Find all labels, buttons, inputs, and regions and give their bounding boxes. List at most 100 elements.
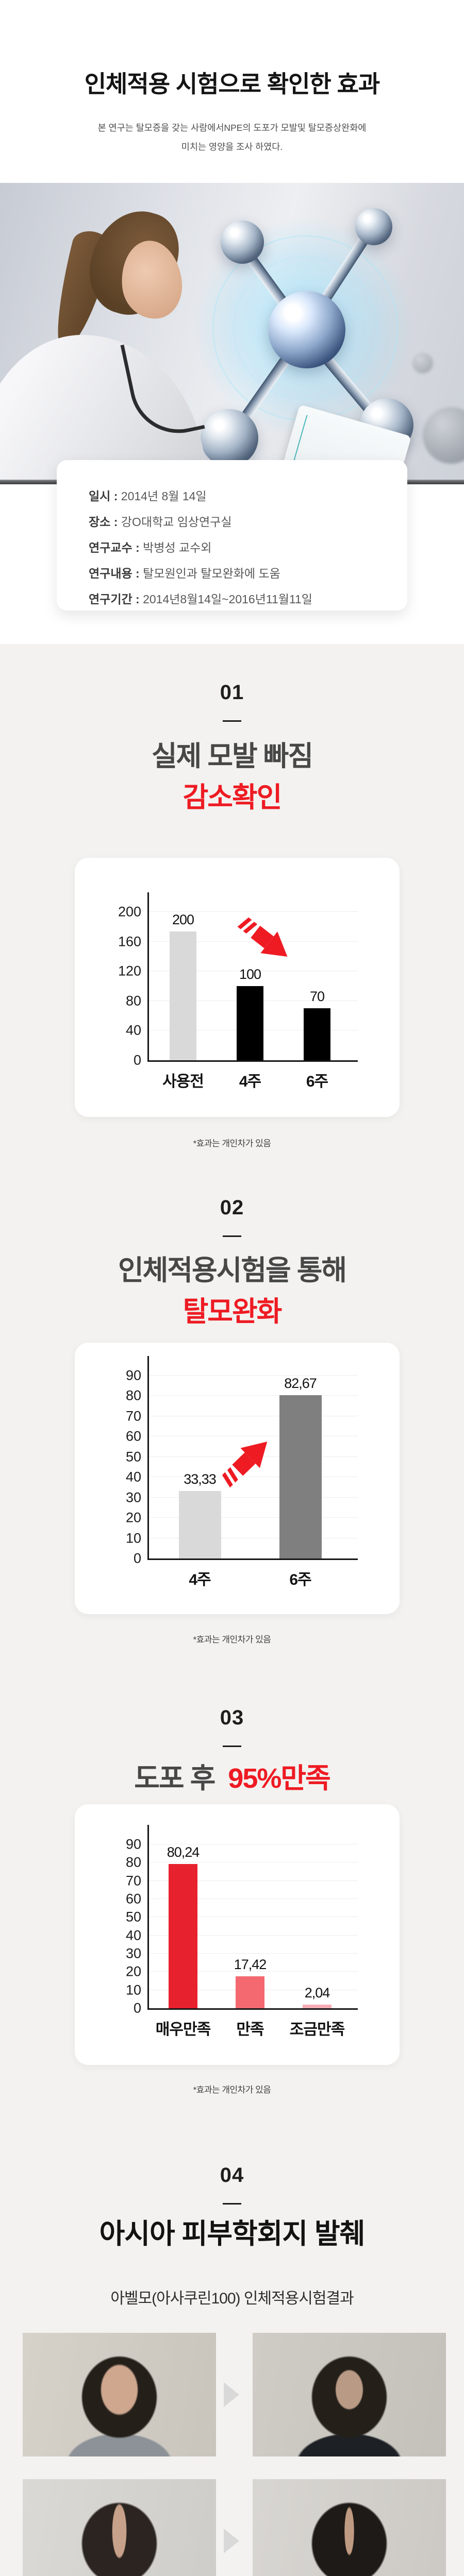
bar-column: 200 (150, 912, 217, 1060)
bar-column: 82,67 (250, 1376, 351, 1558)
y-axis-tick: 30 (125, 1489, 141, 1505)
page-subtitle: 본 연구는 탈모증을 갖는 사람에서NPE의 도포가 모발및 탈모증상완화에 미… (0, 118, 464, 157)
before-photo (23, 2333, 216, 2456)
disclaimer-note: *효과는 개인차가 있음 (193, 2085, 271, 2095)
grid-line (150, 1395, 358, 1396)
bar-6주 (304, 1008, 330, 1060)
section-title-01: 실제 모발 빠짐 감소확인 (151, 741, 313, 813)
y-axis-tick: 0 (133, 1052, 141, 1068)
bar-6주 (279, 1395, 322, 1558)
bar-column: 70 (284, 912, 351, 1060)
section-number-04: 04 (220, 2164, 244, 2187)
grid-line (150, 1497, 358, 1498)
y-axis-tick: 90 (125, 1836, 141, 1852)
y-axis-tick: 90 (125, 1367, 141, 1383)
y-axis-tick: 60 (125, 1891, 141, 1907)
section-title-03: 도포 후 95%만족 (134, 1763, 331, 1794)
before-photo (23, 2479, 216, 2576)
bar-chart-hair-loss-count: 0 40 80 120 160 200 200 100 70 사용전 4주 6주 (118, 892, 358, 1090)
chart-card-02: 0 10 20 30 40 50 60 70 80 90 33,33 82,67 4주 6주 (75, 1343, 400, 1614)
before-after-row-1 (0, 2333, 464, 2456)
bar-value-label: 33,33 (184, 1471, 217, 1487)
y-axis-tick: 70 (125, 1873, 141, 1889)
x-axis-label: 만족 (236, 2021, 264, 2038)
bar-사용전 (170, 931, 196, 1060)
bar-value-label: 200 (172, 912, 194, 927)
section-underline (223, 2203, 241, 2205)
grid-line (150, 1935, 358, 1936)
y-axis-tick: 0 (133, 2000, 141, 2016)
x-axis-label: 6주 (306, 1073, 328, 1090)
bar-조금만족 (303, 2004, 332, 2008)
arrow-right-icon (224, 2382, 239, 2407)
page-title: 인체적용 시험으로 확인한 효과 (84, 70, 380, 97)
bar-만족 (236, 1976, 264, 2008)
bar-4주 (237, 986, 263, 1060)
background-sphere (423, 407, 464, 464)
bar-chart-satisfaction: 0 10 20 30 40 50 60 70 80 90 80,24 17,42 2,04 매우만족 만족 조… (126, 1825, 358, 2038)
y-axis-tick: 10 (125, 1530, 141, 1546)
trend-arrow-up-icon (222, 1442, 268, 1488)
bar-chart-relief-rate: 0 10 20 30 40 50 60 70 80 90 33,33 82,67 4주 6주 (126, 1356, 358, 1588)
bar-column: 17,42 (217, 1844, 284, 2008)
bar-매우만족 (169, 1864, 197, 2008)
x-axis-label: 매우만족 (155, 2021, 211, 2038)
before-after-row-2 (0, 2479, 464, 2576)
page-subtitle-line2: 미치는 영양을 조사 하였다. (181, 141, 283, 152)
grid-line (150, 1880, 358, 1881)
y-axis-tick: 40 (125, 1927, 141, 1943)
x-axis-label: 조금만족 (289, 2021, 345, 2038)
molecule-sphere (221, 221, 264, 264)
grid-line (150, 941, 358, 942)
bars: 200 100 70 (150, 912, 351, 1060)
bar-value-label: 17,42 (234, 1957, 267, 1973)
page-subtitle-line1: 본 연구는 탈모증을 갖는 사람에서NPE의 도포가 모발및 탈모증상완화에 (97, 122, 367, 133)
study-info-row-period: 연구기간 : 2014년8월14일~2016년11월11일 (89, 592, 312, 606)
grid-line (150, 1517, 358, 1518)
y-axis-tick: 80 (125, 993, 141, 1009)
y-axis-tick: 10 (125, 1982, 141, 1998)
y-axis-tick: 20 (125, 1510, 141, 1526)
y-axis-tick: 120 (118, 963, 141, 979)
y-axis-tick: 40 (125, 1469, 141, 1485)
y-axis-tick: 30 (125, 1945, 141, 1961)
x-axis-label: 4주 (189, 1571, 211, 1588)
after-photo (253, 2333, 446, 2456)
arrow-right-icon (224, 2529, 239, 2553)
grid-line (150, 1375, 358, 1376)
section-underline (223, 720, 241, 722)
chart-card-01: 0 40 80 120 160 200 200 100 70 사용전 4주 6주 (75, 858, 400, 1117)
disclaimer-note: *효과는 개인차가 있음 (193, 1635, 271, 1645)
molecule-sphere (201, 409, 258, 467)
y-axis-tick: 80 (125, 1387, 141, 1403)
x-axis-label: 4주 (239, 1073, 261, 1090)
y-axis-tick: 50 (125, 1449, 141, 1465)
grid-line (150, 1953, 358, 1954)
after-photo (253, 2479, 446, 2576)
bars: 80,24 17,42 2,04 (150, 1844, 351, 2008)
molecule-sphere (355, 208, 392, 245)
y-axis-tick: 20 (125, 1963, 141, 1979)
x-axis-label: 6주 (289, 1571, 311, 1588)
bar-value-label: 82,67 (284, 1376, 317, 1391)
y-axis-tick: 0 (133, 1550, 141, 1566)
y-axis-tick: 50 (125, 1909, 141, 1925)
section-title-02: 인체적용시험을 통해 탈모완화 (118, 1255, 347, 1327)
clinical-researcher-photo (0, 183, 464, 484)
bar-value-label: 2,04 (304, 1985, 330, 2001)
bar-column: 2,04 (284, 1844, 351, 2008)
hologram-ring (233, 256, 377, 400)
x-axis-labels: 4주 6주 (150, 1567, 351, 1589)
molecule-center-sphere (268, 291, 345, 368)
study-info-row-professor: 연구교수 : 박병성 교수외 (89, 541, 212, 554)
x-axis-labels: 사용전 4주 6주 (150, 1069, 351, 1091)
bar-column: 100 (217, 912, 284, 1060)
grid-line (150, 1971, 358, 1972)
section-number-02: 02 (220, 1196, 244, 1219)
bar-column: 33,33 (150, 1376, 250, 1558)
y-axis-tick: 60 (125, 1428, 141, 1444)
section-underline (223, 1745, 241, 1747)
background-sphere (412, 353, 433, 374)
bar-value-label: 80,24 (167, 1844, 200, 1860)
